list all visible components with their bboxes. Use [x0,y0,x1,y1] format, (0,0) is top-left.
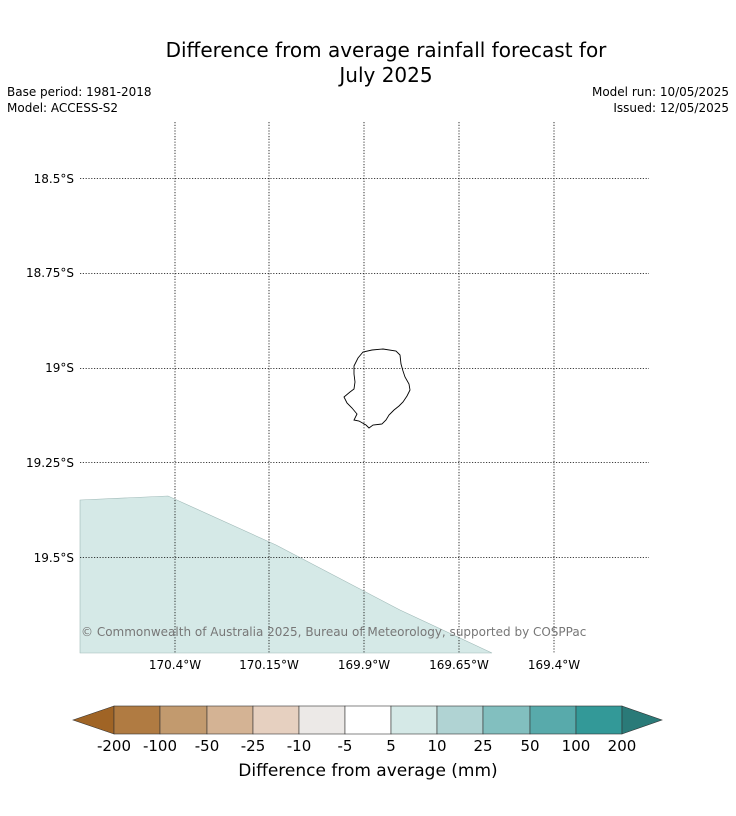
colorbar-swatch [390,705,438,735]
title-line-2: July 2025 [339,63,433,87]
map-title: Difference from average rainfall forecas… [0,38,736,88]
meta-left: Base period: 1981-2018 Model: ACCESS-S2 [7,84,152,116]
title-line-1: Difference from average rainfall forecas… [165,38,607,62]
colorbar-swatch [159,705,208,735]
colorbar-tick-label: -200 [97,737,131,755]
colorbar-tick-label: 10 [427,737,446,755]
longitude-gridlines [174,122,555,653]
model-label: Model: ACCESS-S2 [7,101,119,115]
lat-label: 19°S [45,361,74,375]
colorbar-swatch [113,705,161,735]
lon-label: 170.4°W [149,658,201,672]
lat-label: 18.5°S [34,172,74,186]
colorbar-tick-label: 50 [520,737,539,755]
colorbar-swatch [206,705,254,735]
colorbar-tick-label: 100 [562,737,591,755]
base-period-label: Base period: 1981-2018 [7,85,152,99]
lat-label: 19.5°S [34,551,74,565]
colorbar-tick-label: 200 [608,737,637,755]
latitude-gridlines [80,178,649,558]
copyright-notice: © Commonwealth of Australia 2025, Bureau… [81,625,587,639]
colorbar-swatch [482,705,531,735]
colorbar-extend-high [621,705,663,735]
colorbar-swatch [252,705,300,735]
colorbar-extend-low [72,705,115,735]
latitude-labels: 18.5°S 18.75°S 19°S 19.25°S 19.5°S [26,172,74,565]
colorbar-tick-label: 5 [386,737,396,755]
model-run-label: Model run: 10/05/2025 [591,85,729,99]
colorbar-tick-label: -25 [241,737,266,755]
colorbar-swatch [298,705,346,735]
colorbar-tick-label: 25 [473,737,492,755]
colorbar-swatch [344,705,392,735]
shaded-rainfall-region [79,495,493,654]
island-outline [343,348,411,429]
colorbar [72,705,663,735]
colorbar-tick-label: -10 [287,737,312,755]
lon-label: 169.4°W [528,658,580,672]
colorbar-swatch [436,705,484,735]
lon-label: 169.65°W [429,658,489,672]
colorbar-tick-label: -100 [143,737,177,755]
colorbar-swatch [575,705,623,735]
colorbar-tick-label: -50 [195,737,220,755]
colorbar-tick-label: -5 [338,737,353,755]
lon-label: 169.9°W [338,658,390,672]
colorbar-title: Difference from average (mm) [238,761,498,781]
lat-label: 18.75°S [26,266,74,280]
issued-label: Issued: 12/05/2025 [613,101,729,115]
colorbar-tick-labels: -200 -100 -50 -25 -10 -5 5 10 25 50 100 … [97,737,636,755]
colorbar-swatch [529,705,577,735]
lat-label: 19.25°S [26,456,74,470]
longitude-labels: 170.4°W 170.15°W 169.9°W 169.65°W 169.4°… [149,658,580,672]
meta-right: Model run: 10/05/2025 Issued: 12/05/2025 [592,84,729,116]
lon-label: 170.15°W [239,658,299,672]
